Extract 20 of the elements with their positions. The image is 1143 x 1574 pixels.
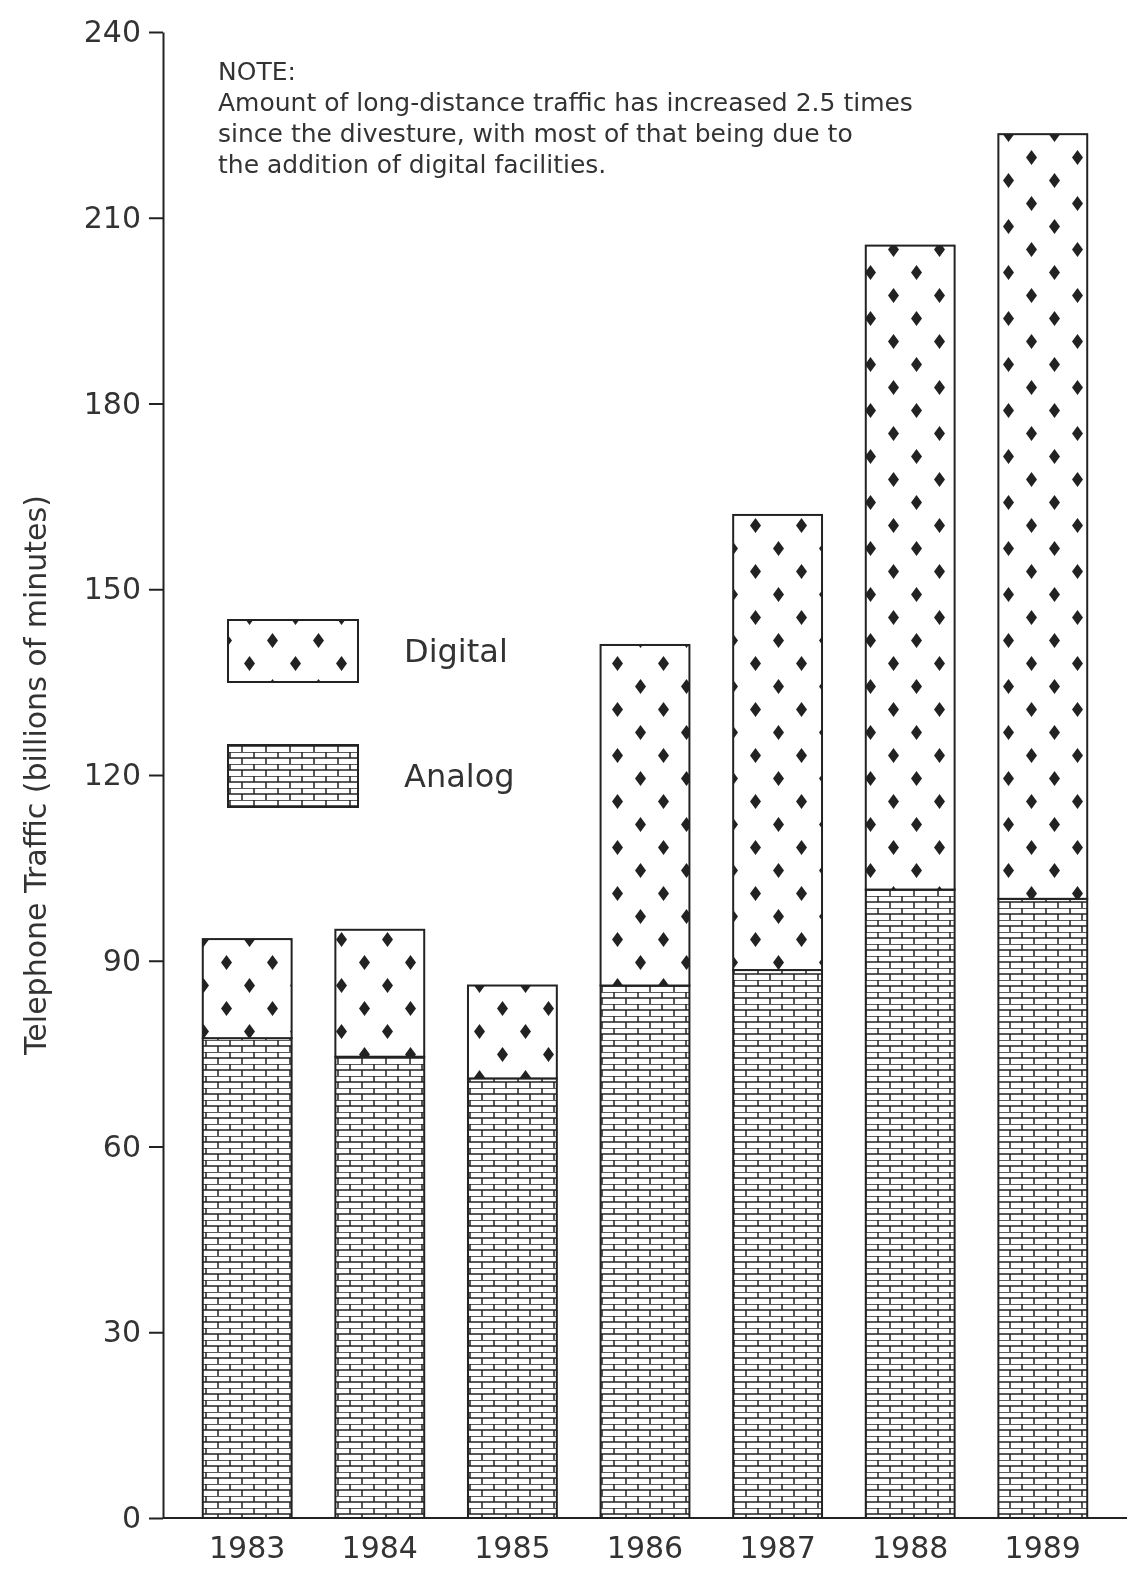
y-tick-label: 150	[83, 571, 141, 607]
y-tick-label: 240	[83, 14, 141, 50]
y-tick-label: 0	[121, 1500, 141, 1536]
annotation: NOTE: Amount of long-distance traffic has increased 2.5 times since the divesture, with most of that being due to the addition of digital facilities.	[218, 57, 913, 179]
y-tick-label: 60	[102, 1128, 141, 1164]
y-axis-title: Telephone Traffic (billions of minutes)	[18, 495, 53, 1056]
x-tick-label: 1989	[1004, 1530, 1081, 1565]
y-tick-label: 180	[83, 385, 141, 421]
x-tick-label: 1984	[341, 1530, 418, 1565]
x-tick-label: 1987	[739, 1530, 816, 1565]
x-tick-label: 1986	[606, 1530, 684, 1565]
x-tick-label: 1988	[872, 1530, 949, 1565]
y-tick-label: 210	[83, 199, 141, 235]
x-tick-label: 1985	[474, 1530, 551, 1565]
y-tick-label: 90	[102, 942, 141, 978]
y-tick-label: 30	[102, 1314, 141, 1350]
legend-label: Digital	[404, 632, 508, 671]
legend-label: Analog	[404, 757, 515, 796]
x-tick-label: 1983	[209, 1530, 286, 1565]
y-tick-label: 120	[83, 757, 141, 793]
